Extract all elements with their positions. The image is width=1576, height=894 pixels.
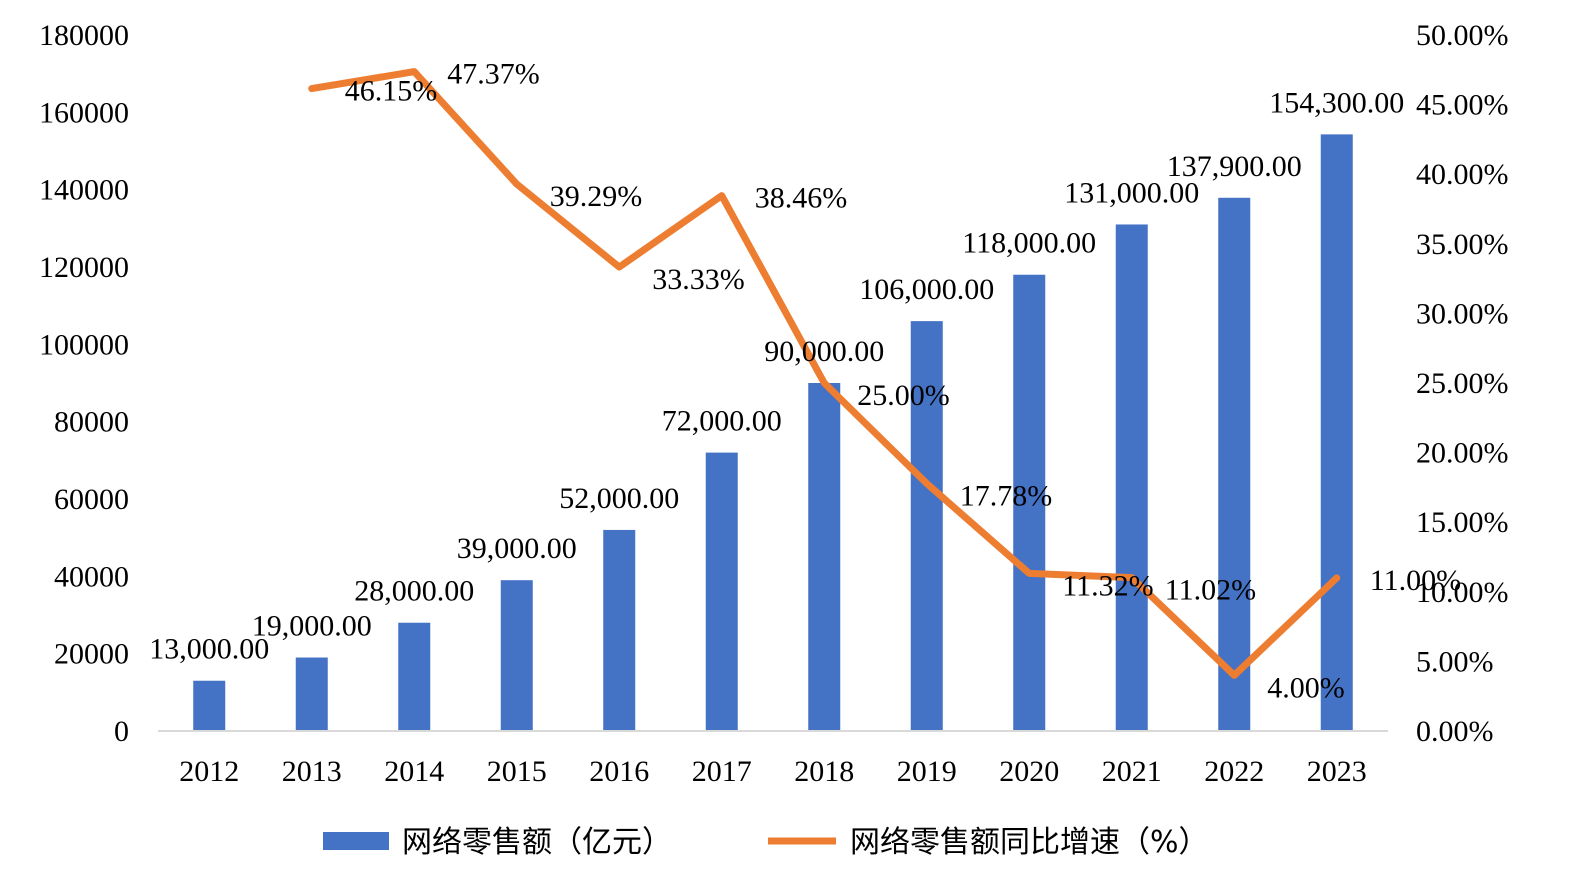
legend-swatch-bar xyxy=(323,832,389,850)
x-tick-label: 2017 xyxy=(692,755,752,788)
line-data-label: 47.37% xyxy=(447,58,540,91)
growth-line xyxy=(308,68,1341,679)
bar xyxy=(603,529,636,731)
x-tick-label: 2015 xyxy=(487,755,547,788)
line-data-label: 17.78% xyxy=(960,480,1053,513)
bar-data-label: 106,000.00 xyxy=(859,273,994,306)
y-tick-label: 0 xyxy=(114,715,129,748)
bar-data-label: 118,000.00 xyxy=(962,227,1096,260)
bar xyxy=(910,321,943,731)
line-data-label: 11.02% xyxy=(1165,574,1256,607)
line-data-label: 11.00% xyxy=(1370,564,1461,597)
x-tick-label: 2016 xyxy=(589,755,649,788)
x-tick-label: 2014 xyxy=(384,755,444,788)
bar xyxy=(1115,224,1148,731)
line-data-label: 46.15% xyxy=(345,75,438,108)
y-tick-label: 100000 xyxy=(39,328,129,361)
bar-data-label: 28,000.00 xyxy=(354,575,474,608)
y-tick-label: 20000 xyxy=(54,638,129,671)
y2-tick-label: 15.00% xyxy=(1416,506,1509,539)
x-tick-label: 2012 xyxy=(179,755,239,788)
y2-tick-label: 0.00% xyxy=(1416,715,1494,748)
legend-label-line: 网络零售额同比增速（%） xyxy=(850,825,1209,860)
y2-tick-label: 40.00% xyxy=(1416,158,1509,191)
x-axis: 2012 2013 2014 2015 2016 2017 2018 2019 2020 2021… xyxy=(179,755,1367,788)
line-data-labels: 46.15% 47.37% 39.29% 33.33% 38.46% 25.00% 17.7… xyxy=(345,58,1461,705)
right-y-axis: 0.00% 5.00% 10.00% 15.00% 20.00% 25.00% 30.00%… xyxy=(1416,19,1509,748)
y-tick-label: 40000 xyxy=(54,560,129,593)
x-tick-label: 2023 xyxy=(1307,755,1367,788)
y-tick-label: 60000 xyxy=(54,483,129,516)
bar xyxy=(193,680,226,731)
bar-data-label: 52,000.00 xyxy=(559,482,679,515)
y2-tick-label: 25.00% xyxy=(1416,367,1509,400)
x-tick-label: 2021 xyxy=(1102,755,1162,788)
x-tick-label: 2019 xyxy=(897,755,957,788)
line-data-label: 39.29% xyxy=(550,180,643,213)
y2-tick-label: 10.00% xyxy=(1416,576,1509,609)
line-data-label: 11.32% xyxy=(1062,569,1153,602)
y-tick-label: 120000 xyxy=(39,251,129,284)
bar-data-label: 72,000.00 xyxy=(662,405,782,438)
bar-series xyxy=(193,134,1353,731)
y2-tick-label: 30.00% xyxy=(1416,297,1509,330)
line-data-label: 25.00% xyxy=(857,379,950,412)
bar xyxy=(705,452,738,731)
bar xyxy=(1218,197,1251,731)
y-tick-label: 180000 xyxy=(39,19,129,52)
bar xyxy=(398,622,431,731)
bar-data-label: 90,000.00 xyxy=(764,335,884,368)
bar-data-label: 131,000.00 xyxy=(1064,176,1199,209)
line-data-label: 4.00% xyxy=(1267,671,1345,704)
bar-data-label: 39,000.00 xyxy=(457,532,577,565)
left-y-axis: 0 20000 40000 60000 80000 100000 120000 140000 1… xyxy=(39,19,129,748)
y2-tick-label: 20.00% xyxy=(1416,437,1509,470)
legend-label-bar: 网络零售额（亿元） xyxy=(402,825,672,860)
bar xyxy=(1013,274,1046,731)
bar-data-label: 137,900.00 xyxy=(1167,150,1302,183)
line-series xyxy=(308,68,1341,679)
x-tick-label: 2013 xyxy=(282,755,342,788)
bar xyxy=(808,383,841,731)
bar xyxy=(500,580,533,731)
x-tick-label: 2022 xyxy=(1204,755,1264,788)
bar-data-label: 13,000.00 xyxy=(149,633,269,666)
line-data-label: 38.46% xyxy=(755,182,848,215)
legend: 网络零售额（亿元） 网络零售额同比增速（%） xyxy=(323,825,1209,860)
bar-data-label: 19,000.00 xyxy=(252,610,372,643)
x-tick-label: 2018 xyxy=(794,755,854,788)
line-data-label: 33.33% xyxy=(652,263,745,296)
x-tick-label: 2020 xyxy=(999,755,1059,788)
bar xyxy=(1320,134,1353,731)
y-tick-label: 140000 xyxy=(39,174,129,207)
y-tick-label: 80000 xyxy=(54,406,129,439)
y2-tick-label: 45.00% xyxy=(1416,89,1509,122)
y2-tick-label: 50.00% xyxy=(1416,19,1509,52)
bar xyxy=(295,657,328,731)
y-tick-label: 160000 xyxy=(39,96,129,129)
bar-data-label: 154,300.00 xyxy=(1269,86,1404,119)
y2-tick-label: 5.00% xyxy=(1416,645,1494,678)
y2-tick-label: 35.00% xyxy=(1416,228,1509,261)
